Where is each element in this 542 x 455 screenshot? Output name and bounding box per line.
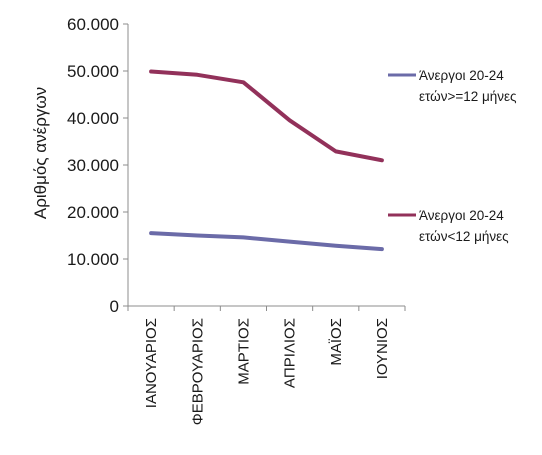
y-tick-label: 10.000: [67, 250, 119, 269]
legend-entry-1: Άνεργοι 20-24 ετών<12 μήνες: [388, 208, 509, 244]
y-axis-title: Αριθμός ανέργων: [31, 87, 50, 219]
axes: [127, 24, 405, 307]
y-ticks: 0 10.000 20.000 30.000 40.000 50.000 60.000: [67, 15, 128, 316]
x-tick-label: ΜΑΪΟΣ: [328, 318, 345, 366]
x-tick-label: ΙΑΝΟΥΑΡΙΟΣ: [143, 318, 160, 408]
x-tick-label: ΦΕΒΡΟΥΑΡΙΟΣ: [189, 318, 206, 425]
y-tick-label: 60.000: [67, 15, 119, 34]
y-tick-label: 0: [110, 297, 119, 316]
series-line-0: [149, 231, 384, 252]
legend-label: ετών<12 μήνες: [419, 229, 509, 244]
y-tick-label: 40.000: [67, 109, 119, 128]
x-tick-label: ΙΟΥΝΙΟΣ: [374, 318, 391, 379]
y-tick-label: 20.000: [67, 203, 119, 222]
y-tick-label: 50.000: [67, 62, 119, 81]
x-tick-label: ΜΑΡΤΙΟΣ: [235, 318, 252, 385]
legend-entry-0: Άνεργοι 20-24 ετών>=12 μήνες: [388, 68, 517, 104]
legend-label: ετών>=12 μήνες: [419, 89, 517, 104]
series-line-1: [149, 69, 384, 163]
legend-label: Άνεργοι 20-24: [419, 208, 504, 223]
legend-label: Άνεργοι 20-24: [419, 68, 504, 83]
x-tick-label: ΑΠΡΙΛΙΟΣ: [282, 318, 299, 388]
y-tick-label: 30.000: [67, 156, 119, 175]
series-lines: [149, 69, 384, 252]
x-ticks: ΙΑΝΟΥΑΡΙΟΣ ΦΕΒΡΟΥΑΡΙΟΣ ΜΑΡΤΙΟΣ ΑΠΡΙΛΙΟΣ ΜΑΪΟ…: [127, 306, 406, 425]
